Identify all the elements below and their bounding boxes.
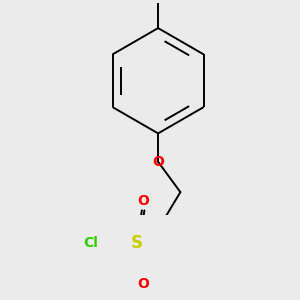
Text: S: S [131,234,143,252]
Text: O: O [137,277,149,291]
Text: Cl: Cl [83,236,98,250]
Text: O: O [137,194,149,208]
Text: O: O [152,155,164,169]
